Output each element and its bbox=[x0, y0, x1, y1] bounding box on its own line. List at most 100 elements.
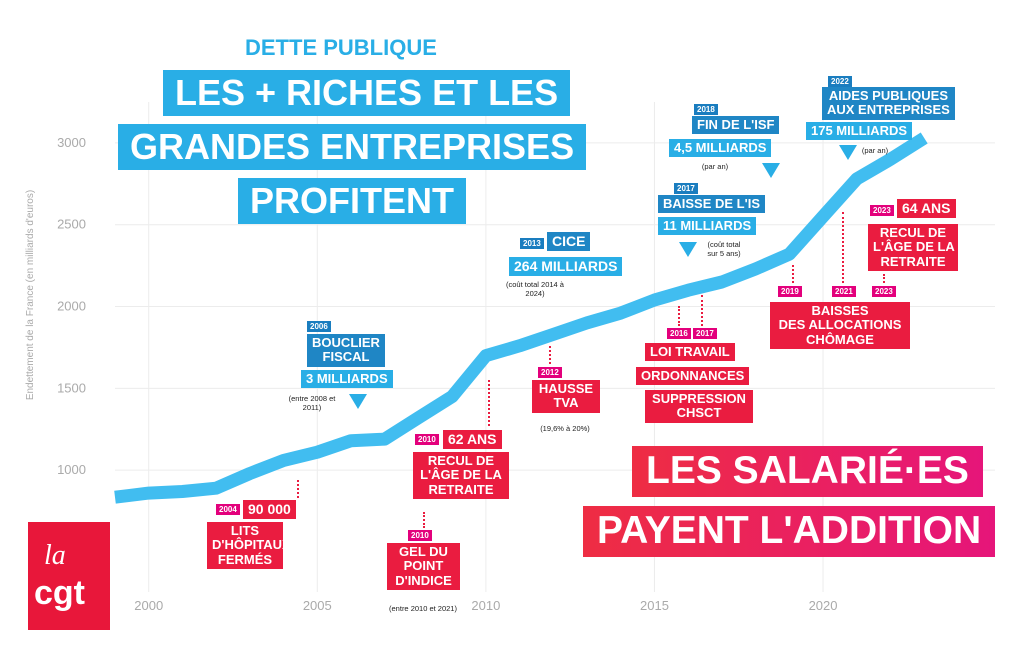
callout-title: CICE bbox=[547, 232, 591, 252]
pointer bbox=[839, 145, 857, 160]
text-line: SUPPRESSION bbox=[652, 391, 746, 406]
callout-amount: 11 MILLIARDS bbox=[658, 217, 757, 236]
logo-text: cgt bbox=[34, 574, 85, 612]
year-tag: 2018 bbox=[694, 104, 718, 115]
text-line: RECUL DE bbox=[879, 225, 947, 240]
callout-box: RECUL DE L'ÂGE DE LA RETRAITE bbox=[413, 452, 509, 499]
x-tick-label: 2010 bbox=[471, 598, 500, 613]
callout-amount: 4,5 MILLIARDS bbox=[669, 139, 772, 158]
note: (par an) bbox=[701, 162, 729, 171]
text-line: L'ÂGE DE LA bbox=[420, 467, 502, 483]
text-line: FISCAL bbox=[322, 349, 370, 365]
x-tick-label: 2015 bbox=[640, 598, 669, 613]
year-tag: 2016 bbox=[667, 328, 691, 339]
text-line: D'INDICE bbox=[395, 572, 452, 588]
title-line: PROFITENT bbox=[238, 178, 466, 224]
x-tick-label: 2020 bbox=[809, 598, 838, 613]
year-tag: 2012 bbox=[538, 367, 562, 378]
text-line: BOUCLIER bbox=[312, 335, 380, 350]
year-tag: 2010 bbox=[408, 530, 432, 541]
connector bbox=[488, 380, 490, 426]
callout-title: AIDES PUBLIQUES AUX ENTREPRISES bbox=[822, 87, 955, 120]
callout-amount: 3 MILLIARDS bbox=[301, 370, 393, 389]
connector bbox=[792, 265, 794, 283]
note: (entre 2010 et 2021) bbox=[389, 604, 457, 613]
year-tag: 2021 bbox=[832, 286, 856, 297]
connector bbox=[842, 212, 844, 283]
callout-amount: 264 MILLIARDS bbox=[509, 257, 623, 277]
connector bbox=[701, 295, 703, 326]
text-line: POINT bbox=[403, 558, 444, 574]
y-tick-label: 2500 bbox=[57, 217, 86, 232]
text-line: RETRAITE bbox=[428, 481, 494, 497]
text-line: D'HÔPITAUX bbox=[212, 537, 291, 553]
callout-box: GEL DU POINT D'INDICE bbox=[387, 543, 460, 590]
text-line: CHSCT bbox=[676, 405, 722, 421]
callout-box: LITS D'HÔPITAUX FERMÉS bbox=[207, 522, 291, 569]
debt-line bbox=[114, 132, 928, 504]
y-tick-label: 3000 bbox=[57, 135, 86, 150]
callout-amount: 175 MILLIARDS bbox=[806, 122, 913, 141]
logo: la cgt bbox=[28, 522, 110, 630]
text-line: HAUSSE bbox=[538, 381, 594, 396]
text-line: CHÔMAGE bbox=[806, 331, 874, 347]
slogan-line: LES SALARIÉ·ES bbox=[632, 446, 983, 497]
callout-box: RECUL DE L'ÂGE DE LA RETRAITE bbox=[868, 224, 958, 271]
callout-headline: 64 ANS bbox=[897, 199, 956, 219]
callout-headline: 90 000 bbox=[243, 500, 296, 520]
note: (coût total sur 5 ans) bbox=[707, 240, 741, 258]
year-tag: 2023 bbox=[870, 205, 894, 216]
text-line: AUX ENTREPRISES bbox=[827, 102, 950, 118]
connector bbox=[549, 346, 551, 364]
text-line: TVA bbox=[553, 395, 579, 411]
callout-box: ORDONNANCES bbox=[636, 367, 750, 386]
y-axis-label: Endettement de la France (en milliards d… bbox=[25, 190, 36, 400]
note: (19,6% à 20%) bbox=[540, 424, 590, 433]
year-tag: 2004 bbox=[216, 504, 240, 515]
text-line: AIDES PUBLIQUES bbox=[828, 88, 948, 103]
year-tag: 2017 bbox=[693, 328, 717, 339]
text-line: RECUL DE bbox=[427, 453, 495, 468]
year-tag: 2013 bbox=[520, 238, 544, 249]
text-line: L'ÂGE DE LA bbox=[873, 239, 955, 255]
pointer bbox=[679, 242, 697, 257]
connector bbox=[883, 274, 885, 283]
text-line: GEL DU bbox=[399, 544, 448, 559]
connector bbox=[423, 512, 425, 528]
callout-box: BAISSES DES ALLOCATIONS CHÔMAGE bbox=[770, 302, 910, 349]
x-tick-label: 2005 bbox=[303, 598, 332, 613]
text-line: DES ALLOCATIONS bbox=[778, 317, 902, 333]
slogan-line: PAYENT L'ADDITION bbox=[583, 506, 996, 557]
year-tag: 2019 bbox=[778, 286, 802, 297]
year-tag: 2023 bbox=[872, 286, 896, 297]
connector bbox=[678, 306, 680, 326]
connector bbox=[297, 480, 299, 498]
callout-title: BAISSE DE L'IS bbox=[658, 195, 765, 214]
year-tag: 2022 bbox=[828, 76, 852, 87]
note: (entre 2008 et 2011) bbox=[288, 394, 336, 412]
year-tag: 2010 bbox=[415, 434, 439, 445]
text-line: LITS bbox=[230, 523, 260, 538]
y-tick-label: 1500 bbox=[57, 380, 86, 395]
callout-title: FIN DE L'ISF bbox=[692, 116, 780, 135]
text-line: FERMÉS bbox=[217, 551, 273, 567]
note: (par an) bbox=[861, 146, 889, 155]
year-tag: 2006 bbox=[307, 321, 331, 332]
callout-headline: 62 ANS bbox=[443, 430, 502, 450]
callout-box: SUPPRESSION CHSCT bbox=[645, 390, 753, 423]
logo-text: la bbox=[44, 540, 66, 571]
y-tick-label: 2000 bbox=[57, 299, 86, 314]
callout-box: LOI TRAVAIL bbox=[645, 343, 735, 362]
callout-title: BOUCLIER FISCAL bbox=[307, 334, 385, 367]
y-tick-label: 1000 bbox=[57, 462, 86, 477]
kicker: DETTE PUBLIQUE bbox=[245, 35, 437, 60]
callout-box: HAUSSE TVA bbox=[532, 380, 600, 413]
text-line: BAISSES bbox=[811, 303, 869, 318]
text-line: RETRAITE bbox=[880, 253, 946, 269]
x-tick-label: 2000 bbox=[134, 598, 163, 613]
title-line: LES + RICHES ET LES bbox=[163, 70, 571, 116]
pointer bbox=[349, 394, 367, 409]
year-tag: 2017 bbox=[674, 183, 698, 194]
pointer bbox=[762, 163, 780, 178]
note: (coût total 2014 à 2024) bbox=[506, 280, 564, 298]
